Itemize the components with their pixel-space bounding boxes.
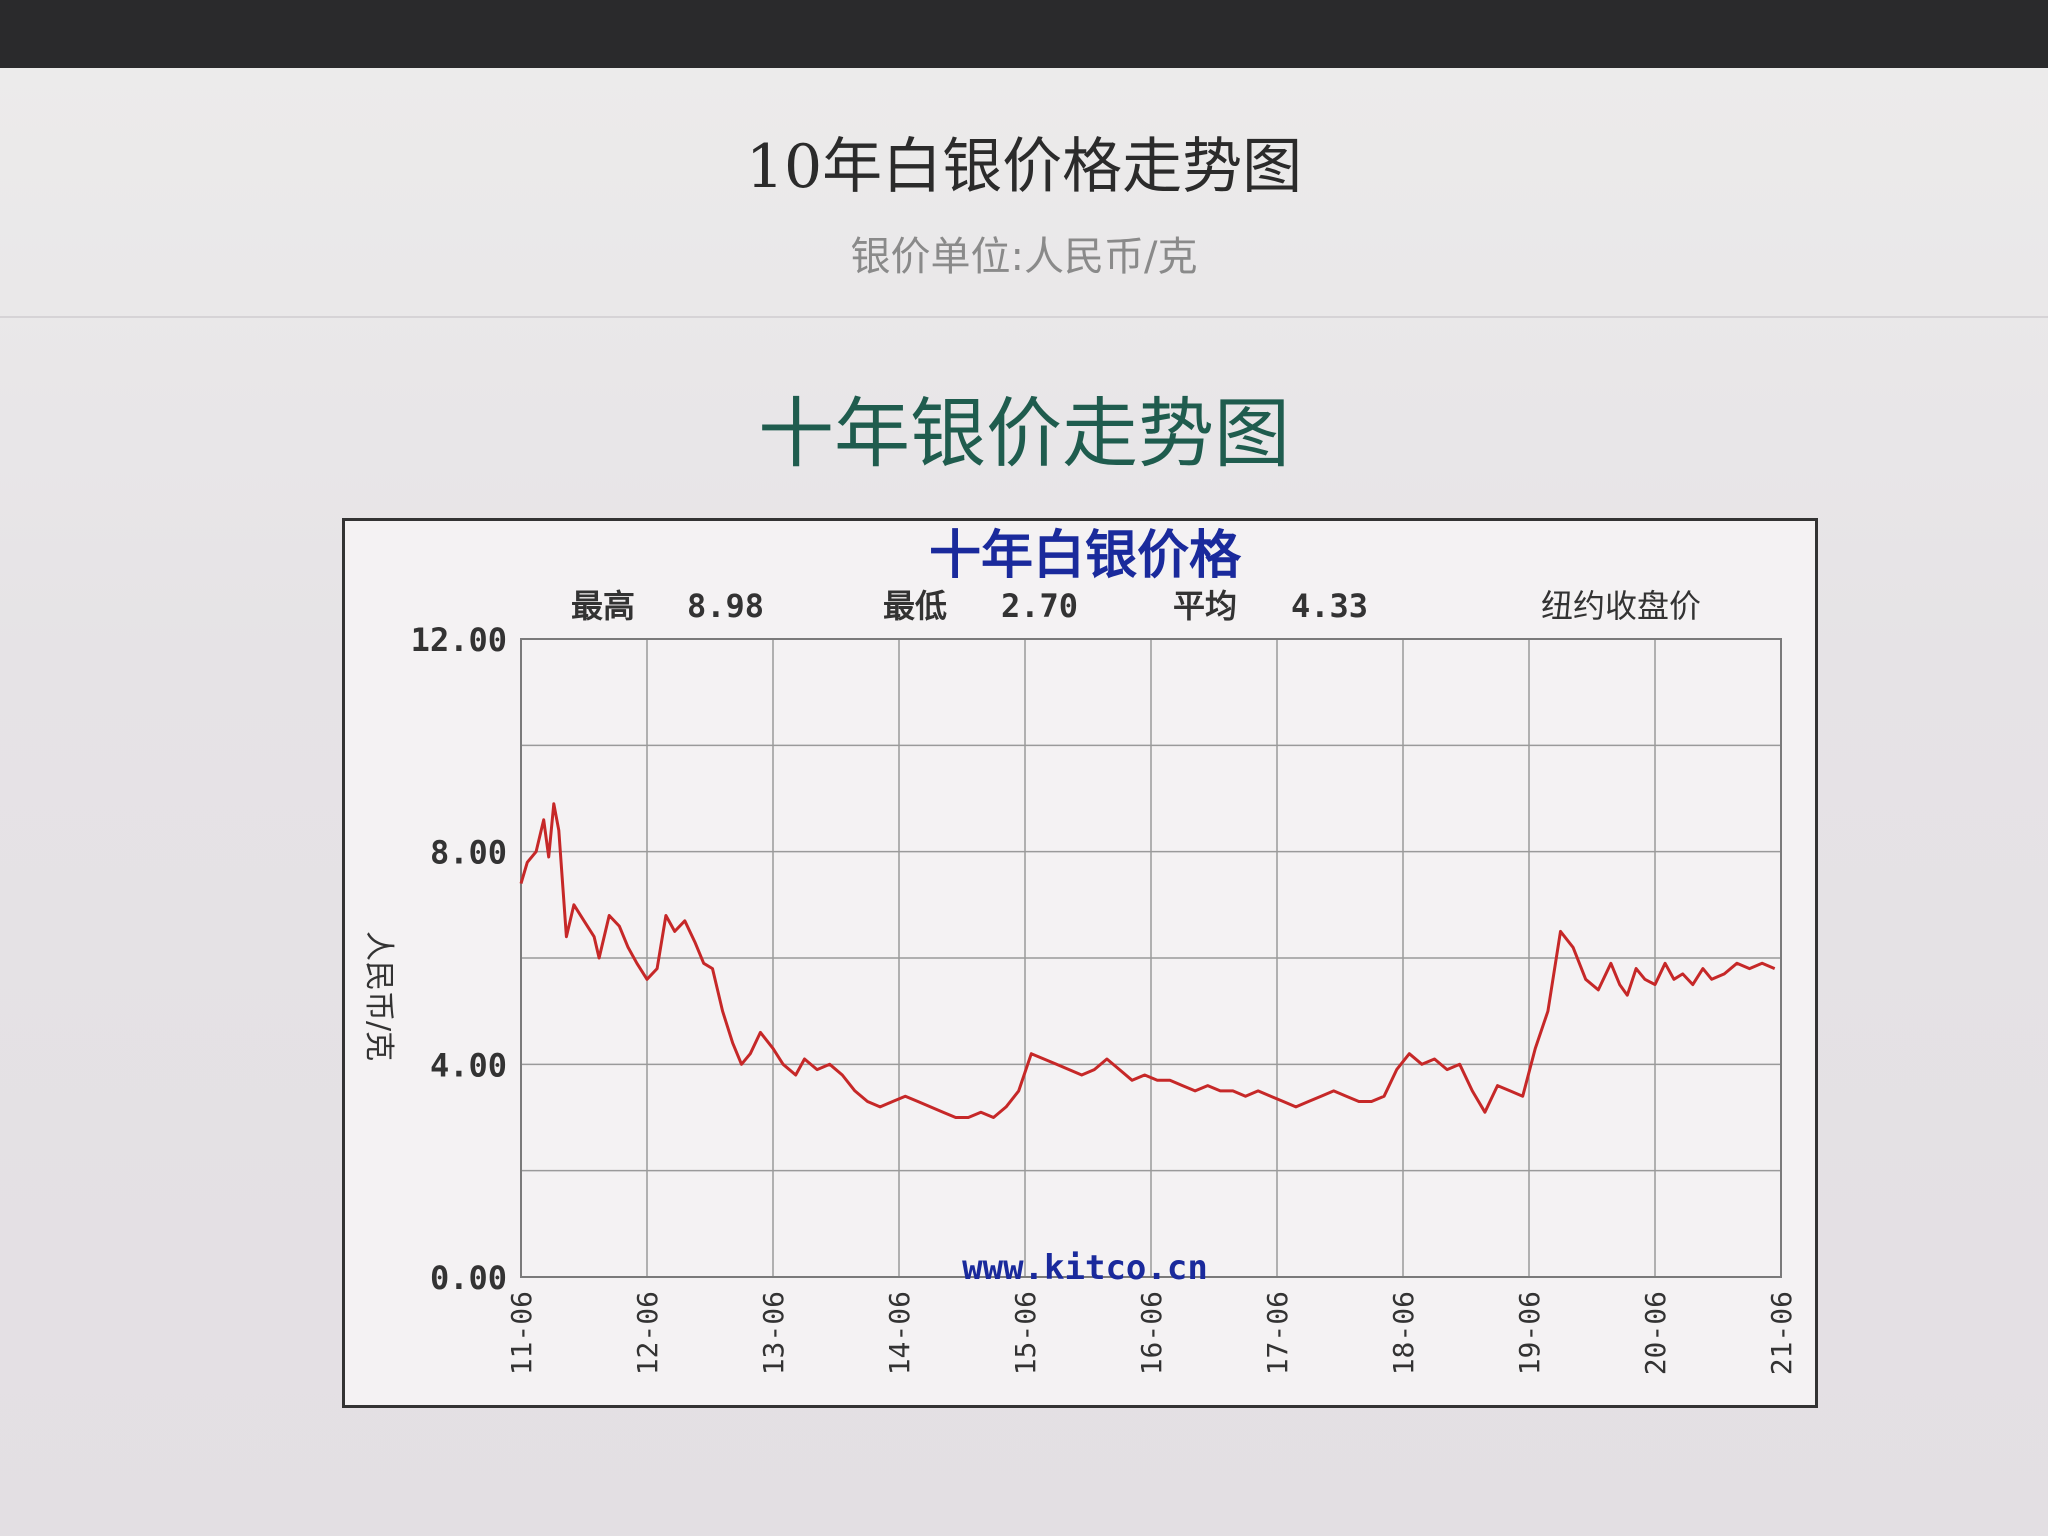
stat-note: 纽约收盘价 — [1541, 587, 1701, 625]
x-tick-label: 14-06 — [883, 1291, 916, 1375]
chart-frame: 十年白银价格 最高 8.98 最低 2.70 平均 4.33 纽约收盘价 人民币… — [342, 518, 1818, 1408]
stat-high-label: 最高 — [571, 587, 635, 625]
price-series-line — [519, 802, 1776, 1119]
x-tick-label: 12-06 — [631, 1291, 664, 1375]
x-tick-label: 16-06 — [1135, 1291, 1168, 1375]
chart-title: 十年白银价格 — [929, 526, 1242, 586]
x-tick-label: 17-06 — [1261, 1291, 1294, 1375]
y-tick-label: 12.00 — [411, 621, 507, 659]
stat-low-value: 2.70 — [1001, 587, 1078, 625]
x-tick-label: 19-06 — [1513, 1291, 1546, 1375]
x-tick-label: 21-06 — [1765, 1291, 1798, 1375]
stat-avg-label: 平均 — [1173, 587, 1237, 625]
page-title: 10年白银价格走势图 — [745, 132, 1303, 202]
x-tick-label: 13-06 — [757, 1291, 790, 1375]
y-axis-tick-labels: 0.00 4.00 8.00 12.00 — [411, 621, 507, 1297]
header-divider — [0, 316, 2048, 318]
x-tick-label: 15-06 — [1009, 1291, 1042, 1375]
page-subtitle: 银价单位:人民币/克 — [850, 234, 1198, 280]
section-title: 十年银价走势图 — [758, 389, 1290, 478]
silver-price-chart: 十年白银价格 最高 8.98 最低 2.70 平均 4.33 纽约收盘价 人民币… — [361, 526, 1798, 1375]
watermark: www.kitco.cn — [962, 1248, 1208, 1288]
y-tick-label: 8.00 — [430, 834, 507, 872]
x-tick-label: 18-06 — [1387, 1291, 1420, 1375]
y-tick-label: 4.00 — [430, 1046, 507, 1084]
stat-high-value: 8.98 — [687, 587, 764, 625]
y-tick-label: 0.00 — [430, 1259, 507, 1297]
screen-top-bezel — [0, 0, 2048, 68]
stat-low-label: 最低 — [883, 587, 947, 625]
y-axis-label: 人民币/克 — [361, 931, 396, 1061]
x-tick-label: 20-06 — [1639, 1291, 1672, 1375]
x-axis-tick-labels: 11-06 12-06 13-06 14-06 15-06 16-06 17-06 18-06… — [505, 1291, 1798, 1375]
x-tick-label: 11-06 — [505, 1291, 538, 1375]
stat-avg-value: 4.33 — [1291, 587, 1368, 625]
plot-area-border — [520, 638, 1782, 1278]
